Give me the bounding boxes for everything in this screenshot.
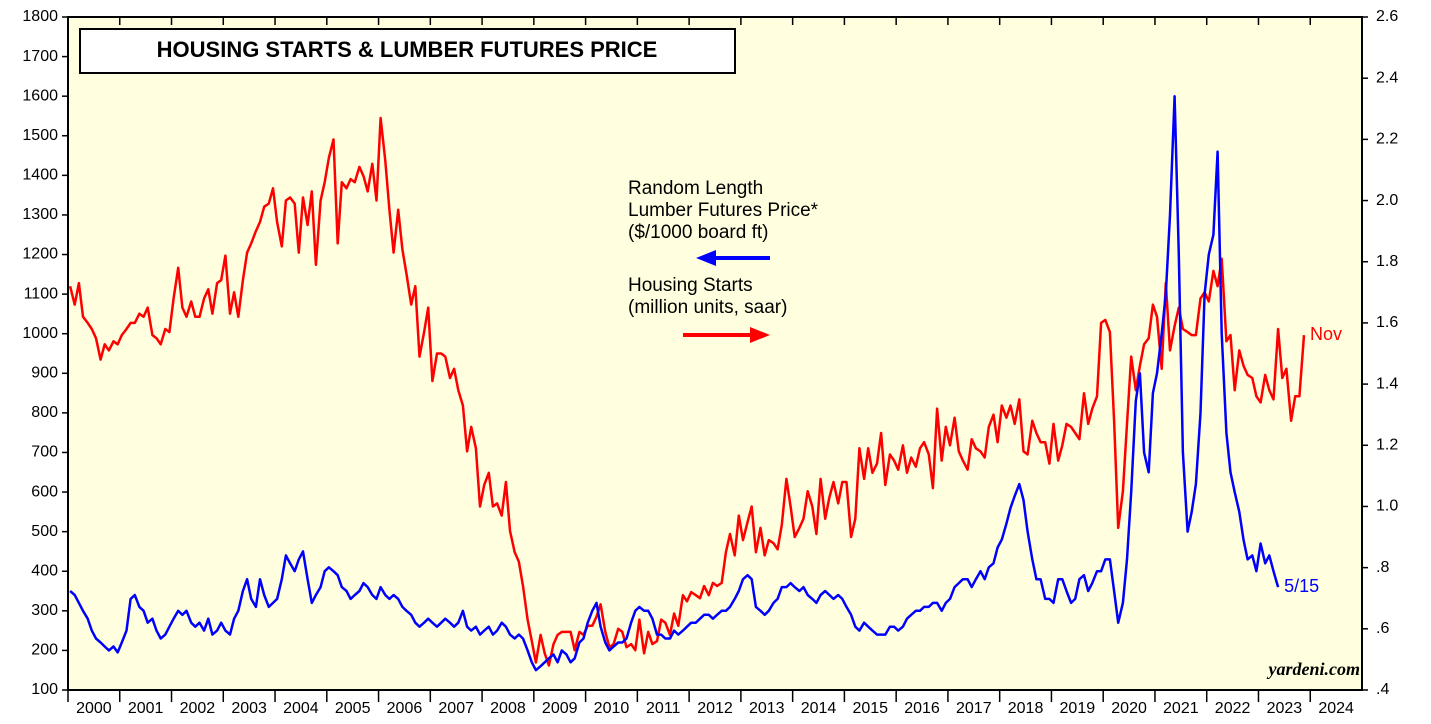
y-tick-label: 600 bbox=[31, 483, 58, 500]
legend-entry: Housing Starts (million units, saar) bbox=[628, 275, 788, 318]
x-tick-label: 2011 bbox=[646, 700, 681, 717]
y2-tick-label: 1.0 bbox=[1376, 498, 1398, 515]
source: yardeni.com bbox=[1267, 659, 1361, 679]
y-tick-label: 300 bbox=[31, 602, 58, 619]
y-tick-label: 1800 bbox=[22, 8, 58, 25]
x-tick-label: 2002 bbox=[180, 700, 216, 717]
x-tick-label: 2007 bbox=[438, 700, 474, 717]
y2-tick-label: .8 bbox=[1376, 559, 1389, 576]
x-tick-label: 2006 bbox=[387, 700, 423, 717]
chart-title: HOUSING STARTS & LUMBER FUTURES PRICE bbox=[157, 37, 658, 62]
x-tick-label: 2005 bbox=[335, 700, 371, 717]
y-tick-label: 400 bbox=[31, 562, 58, 579]
x-tick-label: 2012 bbox=[697, 700, 733, 717]
y-tick-label: 1000 bbox=[22, 325, 58, 342]
y-tick-label: 1400 bbox=[22, 167, 58, 184]
x-tick-label: 2018 bbox=[1008, 700, 1044, 717]
x-tick-label: 2010 bbox=[594, 700, 630, 717]
end-label: Nov bbox=[1310, 324, 1342, 344]
y2-tick-label: 2.2 bbox=[1376, 131, 1398, 148]
x-tick-label: 2004 bbox=[283, 700, 319, 717]
y-tick-label: 800 bbox=[31, 404, 58, 421]
x-tick-label: 2023 bbox=[1267, 700, 1303, 717]
y2-tick-label: 2.0 bbox=[1376, 192, 1398, 209]
y-tick-label: 1500 bbox=[22, 127, 58, 144]
legend-arrow-head bbox=[750, 327, 770, 343]
y-tick-label: 1600 bbox=[22, 87, 58, 104]
line-series bbox=[69, 94, 1280, 672]
line-series bbox=[68, 116, 1306, 667]
x-tick-label: 2000 bbox=[76, 700, 112, 717]
y2-tick-label: .4 bbox=[1376, 681, 1389, 698]
x-tick-label: 2024 bbox=[1318, 700, 1354, 717]
x-tick-label: 2015 bbox=[852, 700, 888, 717]
y-tick-label: 700 bbox=[31, 444, 58, 461]
y-tick-label: 100 bbox=[31, 681, 58, 698]
x-tick-label: 2016 bbox=[904, 700, 940, 717]
x-tick-label: 2003 bbox=[231, 700, 267, 717]
y2-tick-label: 2.4 bbox=[1376, 69, 1398, 86]
x-tick-label: 2022 bbox=[1215, 700, 1251, 717]
x-tick-label: 2008 bbox=[490, 700, 526, 717]
x-tick-label: 2009 bbox=[542, 700, 578, 717]
x-tick-label: 2021 bbox=[1163, 700, 1199, 717]
y-tick-label: 1200 bbox=[22, 246, 58, 263]
x-tick-label: 2001 bbox=[128, 700, 164, 717]
y2-tick-label: 2.6 bbox=[1376, 8, 1398, 25]
legend-arrow-head bbox=[696, 250, 716, 266]
x-tick-label: 2017 bbox=[956, 700, 992, 717]
y-tick-label: 1100 bbox=[24, 285, 59, 302]
plot-background bbox=[67, 16, 1363, 691]
y-tick-label: 900 bbox=[31, 365, 58, 382]
y2-tick-label: .6 bbox=[1376, 620, 1389, 637]
y-tick-label: 200 bbox=[31, 642, 58, 659]
legend-entry: Random Length Lumber Futures Price* ($/1… bbox=[628, 178, 819, 243]
end-label: 5/15 bbox=[1284, 576, 1319, 596]
x-tick-label: 2014 bbox=[801, 700, 837, 717]
title-box bbox=[79, 28, 736, 74]
x-tick-label: 2020 bbox=[1111, 700, 1147, 717]
y2-tick-label: 1.6 bbox=[1376, 314, 1398, 331]
y-tick-label: 1700 bbox=[22, 48, 58, 65]
y2-tick-label: 1.2 bbox=[1376, 436, 1398, 453]
y2-tick-label: 1.4 bbox=[1376, 375, 1398, 392]
y-tick-label: 1300 bbox=[22, 206, 58, 223]
x-tick-label: 2013 bbox=[749, 700, 785, 717]
x-tick-label: 2019 bbox=[1060, 700, 1096, 717]
y2-tick-label: 1.8 bbox=[1376, 253, 1398, 270]
y-tick-label: 500 bbox=[31, 523, 58, 540]
